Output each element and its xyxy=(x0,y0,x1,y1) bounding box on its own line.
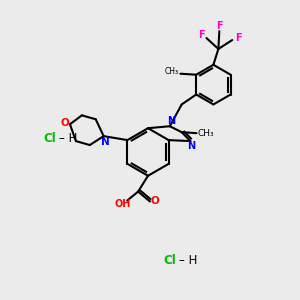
Text: F: F xyxy=(198,30,205,40)
Text: CH₃: CH₃ xyxy=(197,129,214,138)
Text: O: O xyxy=(61,118,69,128)
Text: F: F xyxy=(216,21,223,31)
Text: N: N xyxy=(167,116,175,126)
Text: O: O xyxy=(151,196,159,206)
Text: – H: – H xyxy=(59,132,77,145)
Text: Cl: Cl xyxy=(163,254,175,268)
Text: N: N xyxy=(101,137,110,147)
Text: OH: OH xyxy=(114,200,130,209)
Text: N: N xyxy=(187,141,196,151)
Text: F: F xyxy=(235,33,242,43)
Text: CH₃: CH₃ xyxy=(164,67,178,76)
Text: Cl: Cl xyxy=(43,132,56,145)
Text: – H: – H xyxy=(179,254,197,268)
